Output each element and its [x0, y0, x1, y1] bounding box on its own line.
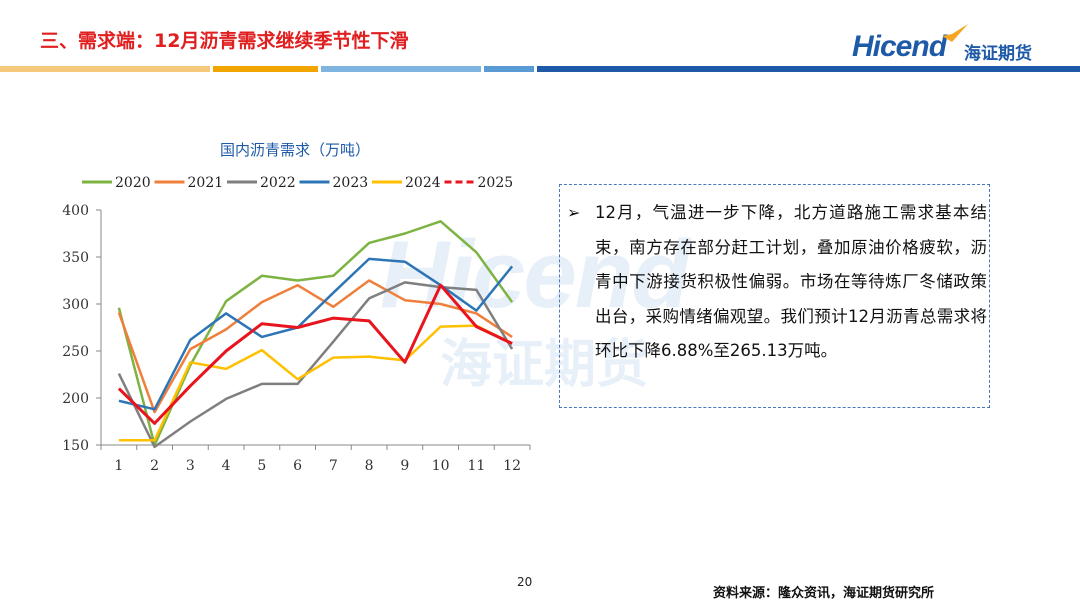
legend-label-2025: 2025	[478, 175, 514, 191]
commentary-text: 12月，气温进一步下降，北方道路施工需求基本结束，南方存在部分赶工计划，叠加原油…	[595, 203, 987, 360]
bullet-arrow-icon: ➢	[567, 203, 581, 222]
series-line-2020	[117, 220, 514, 447]
legend-label-2021: 2021	[188, 175, 224, 191]
x-tick-label: 1	[114, 458, 123, 474]
x-tick-label: 9	[400, 458, 409, 474]
legend-label-2022: 2022	[260, 175, 296, 191]
logo-text-en: Hicend	[852, 30, 947, 63]
chart-series	[117, 220, 514, 449]
x-tick-label: 2	[150, 458, 159, 474]
series-line-2023	[118, 257, 514, 411]
series-line-2025	[117, 283, 513, 425]
y-tick-label: 250	[62, 344, 89, 360]
watermark-logo: Hicend	[380, 221, 690, 328]
y-tick-label: 150	[62, 438, 89, 454]
y-tick-label: 400	[62, 203, 89, 219]
x-tick-label: 4	[222, 458, 231, 474]
legend-label-2023: 2023	[333, 175, 369, 191]
data-source: 资料来源：隆众资讯，海证期货研究所	[713, 586, 935, 601]
x-tick-label: 11	[467, 458, 485, 474]
x-tick-label: 7	[329, 458, 338, 474]
x-tick-label: 12	[503, 458, 521, 474]
y-tick-label: 200	[62, 391, 89, 407]
legend-label-2024: 2024	[405, 175, 441, 191]
logo-text-cn: 海证期货	[964, 44, 1032, 64]
logo-check-icon	[942, 24, 968, 42]
y-tick-label: 300	[62, 297, 89, 313]
page-title: 三、需求端：12月沥青需求继续季节性下滑	[40, 30, 409, 52]
legend-label-2020: 2020	[115, 175, 151, 191]
watermark-logo-cn: 海证期货	[440, 335, 649, 395]
chart-title: 国内沥青需求（万吨）	[220, 141, 370, 159]
header-divider	[0, 66, 1080, 72]
chart-legend: 2020 2021 2022 2023 2024 2025	[82, 175, 513, 191]
x-tick-label: 8	[365, 458, 374, 474]
x-tick-label: 10	[432, 458, 450, 474]
y-tick-label: 350	[62, 250, 89, 266]
series-line-2024	[118, 324, 513, 442]
series-line-2022	[117, 281, 514, 449]
commentary-box	[559, 184, 990, 408]
x-tick-label: 6	[293, 458, 302, 474]
x-tick-label: 5	[257, 458, 266, 474]
page-number: 20	[517, 575, 533, 589]
x-tick-label: 3	[186, 458, 195, 474]
series-line-2021	[117, 279, 513, 414]
